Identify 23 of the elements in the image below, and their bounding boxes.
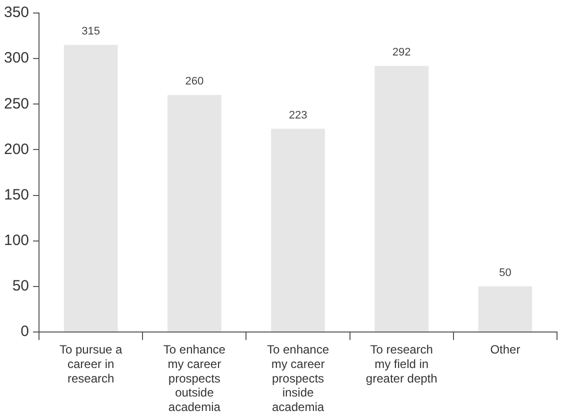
y-tick-label: 100 bbox=[4, 232, 30, 249]
x-tick-label: To enhance my career prospects inside academia bbox=[266, 342, 330, 414]
bar bbox=[374, 66, 429, 332]
y-tick-label: 200 bbox=[4, 140, 30, 158]
bar bbox=[64, 44, 118, 332]
data-label: 292 bbox=[392, 46, 411, 58]
data-label: 315 bbox=[82, 25, 100, 38]
y-tick-label: 150 bbox=[4, 186, 30, 204]
x-tick-label: To pursue a career in research bbox=[59, 342, 122, 386]
y-tick-label: 0 bbox=[20, 323, 30, 340]
bar bbox=[271, 128, 325, 332]
data-label: 260 bbox=[185, 76, 204, 88]
y-tick-label: 300 bbox=[4, 50, 30, 67]
bar bbox=[167, 95, 222, 332]
bar bbox=[478, 286, 532, 332]
data-label: 223 bbox=[288, 109, 308, 122]
x-tick-label: Other bbox=[490, 342, 520, 357]
y-tick-label: 350 bbox=[4, 4, 30, 22]
x-tick-label: To research my field in greater depth bbox=[366, 342, 438, 386]
data-label: 50 bbox=[499, 266, 512, 279]
x-tick-label: To enhance my career prospects outside academia bbox=[163, 342, 226, 414]
y-tick-label: 250 bbox=[4, 95, 30, 112]
y-tick-label: 50 bbox=[12, 278, 30, 295]
